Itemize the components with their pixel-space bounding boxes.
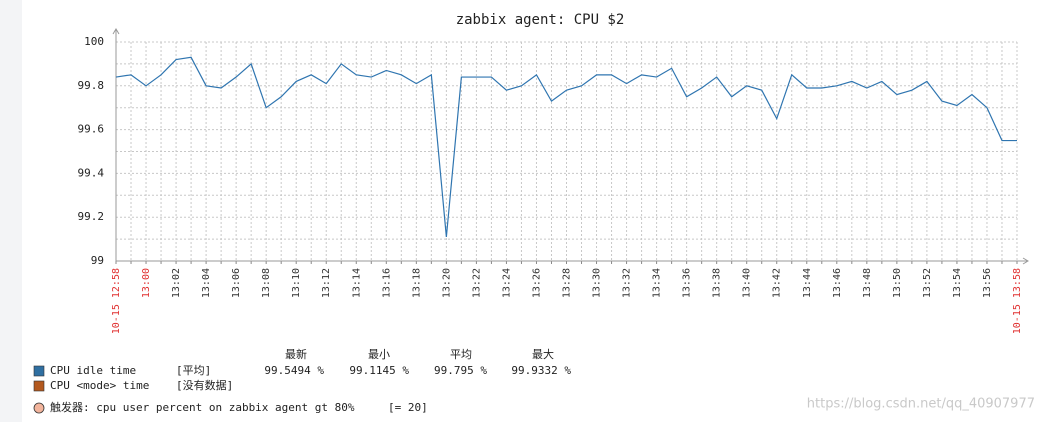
y-tick-label: 99.2 — [78, 210, 105, 223]
trigger-icon — [33, 402, 45, 414]
legend-swatch — [33, 365, 45, 377]
watermark: https://blog.csdn.net/qq_40907977 — [807, 397, 1035, 412]
y-tick-label: 99.6 — [78, 123, 105, 136]
x-tick-label: 10-15 12:58 — [111, 268, 122, 334]
legend-header: 平均 — [450, 348, 472, 361]
legend-header: 最新 — [285, 347, 307, 361]
y-axis-arrow — [112, 28, 120, 35]
y-tick-label: 100 — [84, 35, 104, 48]
x-tick-label: 13:26 — [531, 268, 542, 298]
x-tick-label: 13:42 — [772, 268, 783, 298]
x-tick-label: 13:34 — [652, 268, 663, 298]
legend-header: 最小 — [368, 348, 390, 361]
x-tick-label: 13:02 — [171, 268, 182, 298]
y-tick-label: 99 — [91, 254, 104, 267]
legend-func: [平均] — [176, 364, 211, 377]
x-tick-label: 13:28 — [562, 268, 573, 298]
legend-name: CPU <mode> time — [50, 379, 149, 392]
y-tick-label: 99.8 — [78, 79, 105, 92]
legend-header: 最大 — [532, 347, 554, 361]
legend-value: 99.9332 % — [511, 364, 571, 377]
x-tick-label: 13:50 — [892, 268, 903, 298]
x-tick-label: 13:54 — [952, 268, 963, 298]
x-tick-label: 13:00 — [141, 268, 152, 298]
side-strip — [0, 0, 22, 422]
x-tick-label: 13:22 — [471, 268, 482, 298]
x-tick-label: 13:56 — [982, 268, 993, 298]
x-tick-label: 13:24 — [501, 268, 512, 298]
legend-name: CPU idle time — [50, 364, 136, 377]
chart-title: zabbix agent: CPU $2 — [456, 12, 625, 28]
x-tick-label: 13:36 — [682, 268, 693, 298]
legend-value: 99.1145 % — [349, 364, 409, 377]
legend-func: [没有数据] — [176, 378, 233, 392]
x-tick-label: 13:40 — [742, 268, 753, 298]
legend-swatch — [33, 380, 45, 392]
x-tick-label: 13:16 — [381, 268, 392, 298]
legend-value: 99.5494 % — [264, 364, 324, 377]
x-tick-label: 13:48 — [862, 268, 873, 298]
x-tick-label: 13:08 — [261, 268, 272, 298]
x-tick-label: 13:12 — [321, 268, 332, 298]
y-tick-label: 99.4 — [78, 166, 105, 179]
x-tick-label: 13:52 — [922, 268, 933, 298]
x-tick-label: 13:04 — [201, 268, 212, 298]
x-tick-label: 13:06 — [231, 268, 242, 298]
x-tick-label: 13:14 — [351, 268, 362, 298]
x-tick-label: 13:18 — [411, 268, 422, 298]
x-tick-label: 13:44 — [802, 268, 813, 298]
legend-value: 99.795 % — [434, 364, 487, 377]
trigger-name: 触发器: cpu user percent on zabbix agent gt… — [50, 400, 355, 414]
trigger-value: [= 20] — [388, 401, 428, 414]
x-tick-label: 13:30 — [592, 268, 603, 298]
x-tick-label: 13:38 — [712, 268, 723, 298]
x-tick-label: 13:46 — [832, 268, 843, 298]
x-tick-label: 10-15 13:58 — [1012, 268, 1023, 334]
series-line — [115, 56, 1017, 237]
x-tick-label: 13:32 — [622, 268, 633, 298]
x-tick-label: 13:20 — [441, 268, 452, 298]
x-tick-label: 13:10 — [291, 268, 302, 298]
x-axis-arrow — [1022, 257, 1029, 265]
